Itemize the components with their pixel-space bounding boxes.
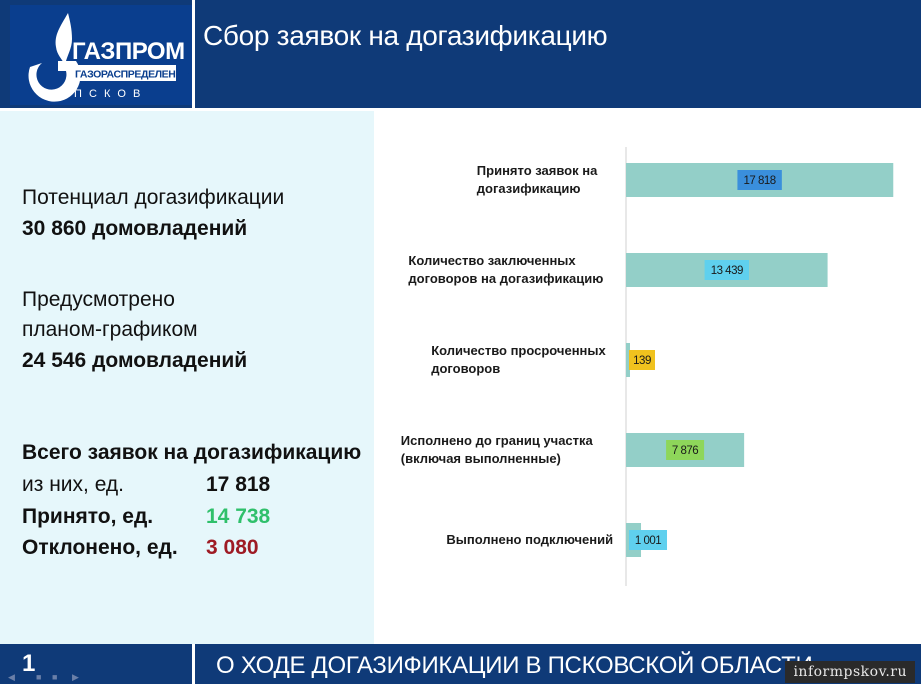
- footer-title: О ХОДЕ ДОГАЗИФИКАЦИИ В ПСКОВСКОЙ ОБЛАСТИ: [216, 652, 813, 679]
- planned-value: 24 546 домовладений: [22, 349, 248, 372]
- value-label-box-1: [704, 260, 749, 280]
- rejected-value: 3 080: [206, 536, 259, 559]
- slide-footer: 1 ◀ ■ ■ ▶ О ХОДЕ ДОГАЗИФИКАЦИИ В ПСКОВСК…: [0, 644, 921, 684]
- value-label-box-0: [737, 170, 782, 190]
- page-number: 1: [22, 650, 36, 677]
- potential-label: Потенциал догазификации: [22, 186, 285, 209]
- gazprom-flame-logo-icon: ГАЗПРОМ ГАЗОРАСПРЕДЕЛЕНИЕ П С К О В: [28, 13, 190, 102]
- value-label-box-3: [666, 440, 705, 460]
- bar-2: [626, 343, 630, 377]
- rows-of-them-value: 17 818: [206, 473, 271, 496]
- header-line: [0, 108, 921, 111]
- prev-arrow-icon[interactable]: ◀: [8, 672, 15, 682]
- rows-of-them-label: из них, ед.: [22, 473, 124, 496]
- value-label-1: 13 439: [711, 265, 743, 277]
- category-label-0: Принято заявок на догазификацию: [477, 163, 598, 196]
- accepted-value: 14 738: [206, 505, 271, 528]
- slide-icon[interactable]: ■: [52, 672, 58, 682]
- value-label-2: 139: [633, 355, 651, 367]
- category-label-3: Исполнено до границ участка (включая выпо…: [401, 433, 594, 466]
- value-label-0: 17 818: [744, 175, 776, 187]
- total-label: Всего заявок на догазификацию: [22, 441, 362, 464]
- watermark: informpskov.ru: [785, 661, 915, 683]
- slide-header: ГАЗПРОМ ГАЗОРАСПРЕДЕЛЕНИЕ П С К О В Сбор…: [0, 0, 921, 108]
- svg-text:ГАЗОРАСПРЕДЕЛЕНИЕ: ГАЗОРАСПРЕДЕЛЕНИЕ: [75, 69, 190, 81]
- svg-text:ГАЗПРОМ: ГАЗПРОМ: [72, 38, 185, 65]
- header-divider: [192, 0, 195, 108]
- planned-label-line2: планом-графиком: [22, 318, 198, 341]
- gazprom-logo: ГАЗПРОМ ГАЗОРАСПРЕДЕЛЕНИЕ П С К О В: [10, 5, 192, 105]
- planned-label-line1: Предусмотрено: [22, 288, 175, 311]
- chart-panel: 17 818 Принято заявок на догазификацию 13 4…: [374, 111, 921, 644]
- category-label-1: Количество заключенных договоров на догаз…: [408, 253, 603, 286]
- rejected-label: Отклонено, ед.: [22, 536, 178, 559]
- accepted-label: Принято, ед.: [22, 505, 154, 528]
- summary-panel: Потенциал догазификации 30 860 домовладе…: [0, 111, 374, 644]
- potential-value: 30 860 домовладений: [22, 217, 248, 240]
- svg-text:П С К О В: П С К О В: [74, 88, 142, 100]
- value-label-3: 7 876: [672, 445, 698, 457]
- value-label-box-2: [629, 350, 655, 370]
- next-arrow-icon[interactable]: ▶: [72, 672, 79, 682]
- category-label-2: Количество просроченных договоров: [431, 343, 606, 376]
- value-label-4: 1 001: [635, 535, 661, 547]
- value-label-box-4: [629, 530, 667, 550]
- slide-title: Сбор заявок на догазификацию: [203, 20, 608, 51]
- category-label-4: Выполнено подключений: [446, 532, 613, 547]
- footer-divider: [192, 644, 195, 684]
- bar-chart: 17 818 Принято заявок на догазификацию 13 4…: [401, 147, 894, 586]
- menu-icon[interactable]: ■: [36, 672, 42, 682]
